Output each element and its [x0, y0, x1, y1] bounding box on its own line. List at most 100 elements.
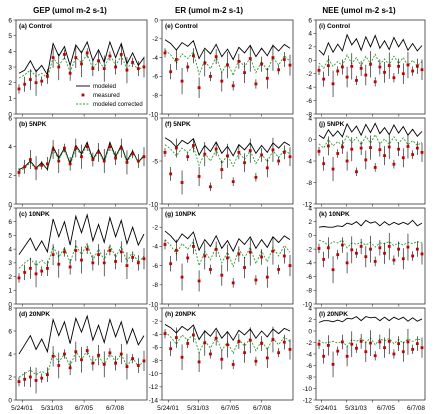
legend: modeled measured modeled corrected — [76, 84, 143, 108]
measured-point — [406, 145, 410, 148]
measured-point — [74, 350, 78, 354]
measured-point — [364, 158, 368, 162]
measured-point — [254, 175, 258, 179]
y-tick-label: 4 — [308, 205, 312, 212]
measured-point — [397, 64, 400, 68]
series-modeled-line — [164, 230, 291, 253]
measured-point — [406, 245, 410, 249]
measured-point — [203, 254, 207, 258]
panel-f: -10 -5 0 (f) 5NPK — [149, 115, 294, 208]
panel-label: (k) 10NPK — [319, 211, 350, 218]
y-tick-label: -10 — [149, 371, 159, 378]
measured-point — [57, 65, 61, 69]
measured-point — [271, 148, 275, 152]
measured-point — [163, 243, 167, 246]
measured-point — [46, 75, 49, 78]
y-tick-label: 0 — [308, 137, 312, 144]
y-tick-label: -8 — [152, 93, 158, 100]
y-tick-label: -4 — [306, 158, 312, 165]
measured-point — [125, 68, 129, 72]
plot-frame — [315, 117, 426, 205]
measured-point — [186, 342, 190, 345]
measured-point — [237, 59, 241, 63]
y-tick-label: -10 — [149, 201, 159, 208]
measured-point — [265, 76, 269, 80]
measured-point — [80, 62, 83, 66]
measured-point — [34, 81, 38, 85]
measured-point — [85, 51, 89, 55]
measured-point — [397, 247, 400, 251]
measured-point — [317, 342, 321, 346]
measured-point — [142, 257, 146, 261]
measured-point — [420, 346, 424, 350]
y-tick-label: -4 — [152, 332, 158, 339]
measured-point — [192, 144, 195, 147]
measured-point — [119, 352, 123, 356]
measured-point — [180, 275, 184, 279]
y-tick-label: -6 — [306, 98, 312, 105]
measured-point — [209, 352, 212, 356]
measured-point — [265, 166, 269, 170]
measured-point — [91, 361, 95, 365]
measured-point — [57, 364, 61, 367]
y-tick-label: 7 — [8, 205, 12, 212]
measured-point — [17, 171, 21, 174]
measured-point — [40, 376, 44, 380]
y-tick-label: 2 — [308, 219, 312, 226]
measured-point — [387, 145, 391, 149]
panel-d: 0 2 4 6 8 (d) 20NPK — [8, 305, 148, 404]
measured-point — [336, 152, 340, 155]
measured-point — [411, 153, 415, 156]
measured-point — [220, 273, 224, 277]
y-tick-label: -8 — [306, 111, 312, 118]
panel-j: -12 -8 -4 0 4 (j) 5NPK — [303, 115, 426, 208]
measured-point — [34, 379, 38, 382]
measured-point — [271, 338, 275, 341]
measured-point — [322, 258, 326, 261]
x-tick-label: 5/31/03 — [187, 405, 209, 412]
measured-point — [260, 342, 263, 345]
measured-point — [331, 167, 335, 171]
panel-label: (j) 5NPK — [319, 121, 345, 128]
measured-point — [169, 262, 173, 266]
measured-point — [114, 65, 117, 69]
measured-point — [317, 247, 321, 250]
plot-frame — [15, 207, 148, 305]
legend-label-measured: measured — [93, 93, 120, 99]
measured-point — [383, 346, 386, 350]
measured-point — [265, 275, 269, 279]
y-tick-label: 0 — [8, 111, 12, 118]
y-tick-label: 0 — [8, 397, 12, 404]
measured-point — [345, 354, 349, 358]
y-tick-label: -12 — [149, 384, 159, 391]
measured-point — [34, 166, 38, 170]
y-tick-label: 8 — [8, 305, 12, 312]
y-tick-label: 1 — [8, 288, 12, 295]
measured-point — [226, 256, 229, 260]
y-tick-label: 5 — [8, 33, 12, 40]
measured-point — [260, 153, 263, 157]
measured-point — [341, 145, 344, 149]
measured-point — [378, 340, 382, 344]
measured-point — [336, 253, 340, 257]
measured-point — [192, 54, 195, 58]
measured-point — [136, 67, 140, 70]
measured-point — [17, 380, 21, 383]
measured-point — [40, 79, 44, 83]
measured-point — [237, 340, 241, 343]
measured-point — [243, 161, 246, 165]
measured-point — [401, 257, 405, 261]
measured-point — [415, 64, 419, 68]
panel-k: -10 -8 -6 -4 -2 0 2 4 (k) 10NPK — [303, 205, 426, 308]
series-corrected-line — [318, 133, 423, 149]
legend-swatch-measured — [81, 93, 85, 97]
plot-frame — [161, 207, 294, 305]
x-tick-label: 6/7/08 — [407, 405, 425, 412]
measured-point — [114, 156, 117, 160]
measured-point — [91, 158, 95, 161]
measured-point — [23, 377, 27, 381]
y-tick-label: -10 — [149, 111, 159, 118]
measured-point — [248, 57, 252, 60]
